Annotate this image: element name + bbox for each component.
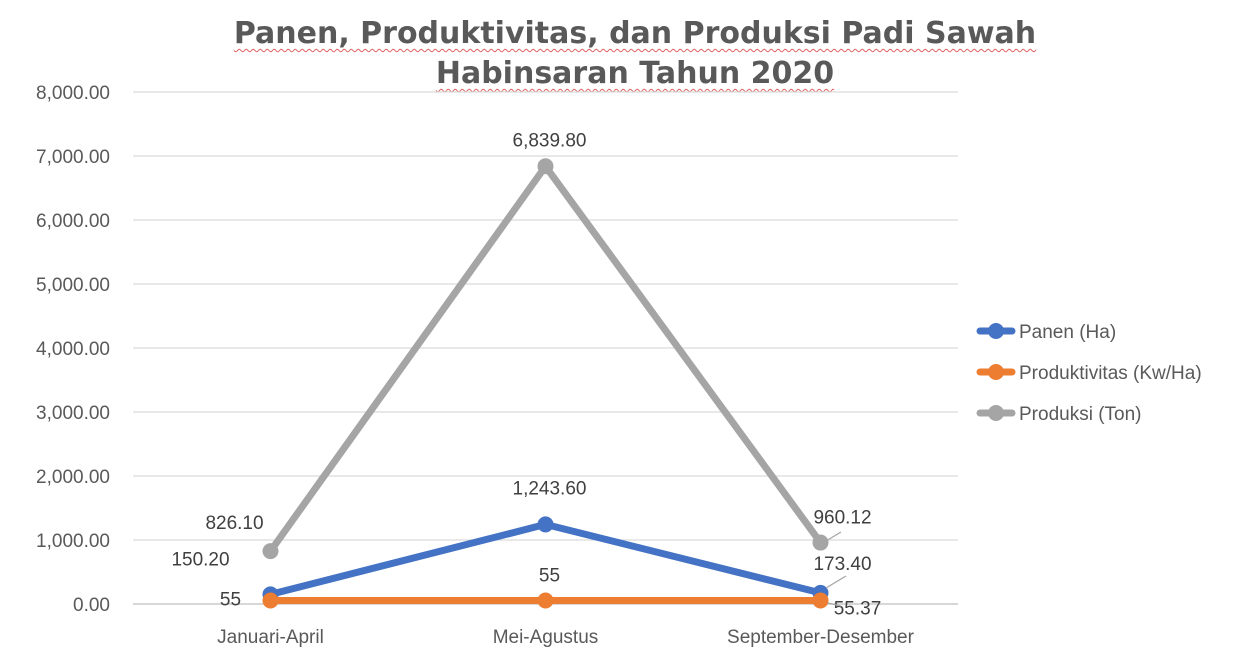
series-lines	[262, 158, 829, 609]
legend-label: Panen (Ha)	[1019, 322, 1116, 343]
y-tick-label: 2,000.00	[36, 467, 110, 488]
data-label: 6,839.80	[513, 130, 587, 151]
leader-line	[825, 575, 847, 589]
legend-label: Produktivitas (Kw/Ha)	[1019, 363, 1202, 384]
chart-title-line-1: Panen, Produktivitas, dan Produksi Padi …	[233, 16, 1037, 51]
y-tick-label: 4,000.00	[36, 339, 110, 360]
y-tick-label: 6,000.00	[36, 211, 110, 232]
legend-marker	[988, 323, 1004, 339]
chart-title-line-2: Habinsaran Tahun 2020	[435, 56, 835, 91]
data-label: 150.20	[171, 549, 229, 570]
leader-line	[825, 531, 842, 542]
y-axis-tick-labels: 0.00 1,000.00 2,000.00 3,000.00 4,000.00 5,00…	[36, 83, 110, 616]
y-tick-label: 3,000.00	[36, 403, 110, 424]
y-tick-label: 8,000.00	[36, 83, 110, 104]
data-label: 826.10	[205, 513, 263, 534]
data-point	[537, 592, 554, 609]
y-tick-label: 5,000.00	[36, 275, 110, 296]
data-label: 960.12	[813, 508, 871, 529]
y-tick-label: 1,000.00	[36, 531, 110, 552]
leader-line	[827, 602, 842, 607]
y-tick-label: 7,000.00	[36, 147, 110, 168]
data-point	[537, 516, 554, 533]
chart-title: Panen, Produktivitas, dan Produksi Padi …	[230, 14, 1040, 94]
data-point	[537, 158, 554, 175]
legend-marker	[988, 364, 1004, 380]
data-point	[262, 543, 279, 560]
legend-marker	[988, 405, 1004, 421]
data-point	[812, 534, 829, 551]
x-tick-label: September-Desember	[727, 627, 915, 648]
data-label: 55.37	[834, 598, 882, 619]
legend-label: Produksi (Ton)	[1019, 404, 1142, 425]
gridlines	[133, 91, 958, 605]
data-point	[812, 592, 829, 609]
data-label: 1,243.60	[513, 478, 587, 499]
y-tick-label: 0.00	[73, 595, 110, 616]
legend: Panen (Ha) Produktivitas (Kw/Ha) Produksi …	[976, 322, 1202, 425]
data-labels: 150.20 1,243.60 173.40 55 55 55.37 826.10 6,839…	[171, 130, 881, 619]
x-axis-tick-labels: Januari-April Mei-Agustus September-Desemb…	[217, 627, 914, 648]
data-point	[262, 592, 279, 609]
data-label: 55	[539, 565, 560, 586]
x-tick-label: Mei-Agustus	[493, 627, 599, 648]
data-label: 55	[220, 589, 241, 610]
x-tick-label: Januari-April	[217, 627, 324, 648]
data-label: 173.40	[813, 554, 871, 575]
